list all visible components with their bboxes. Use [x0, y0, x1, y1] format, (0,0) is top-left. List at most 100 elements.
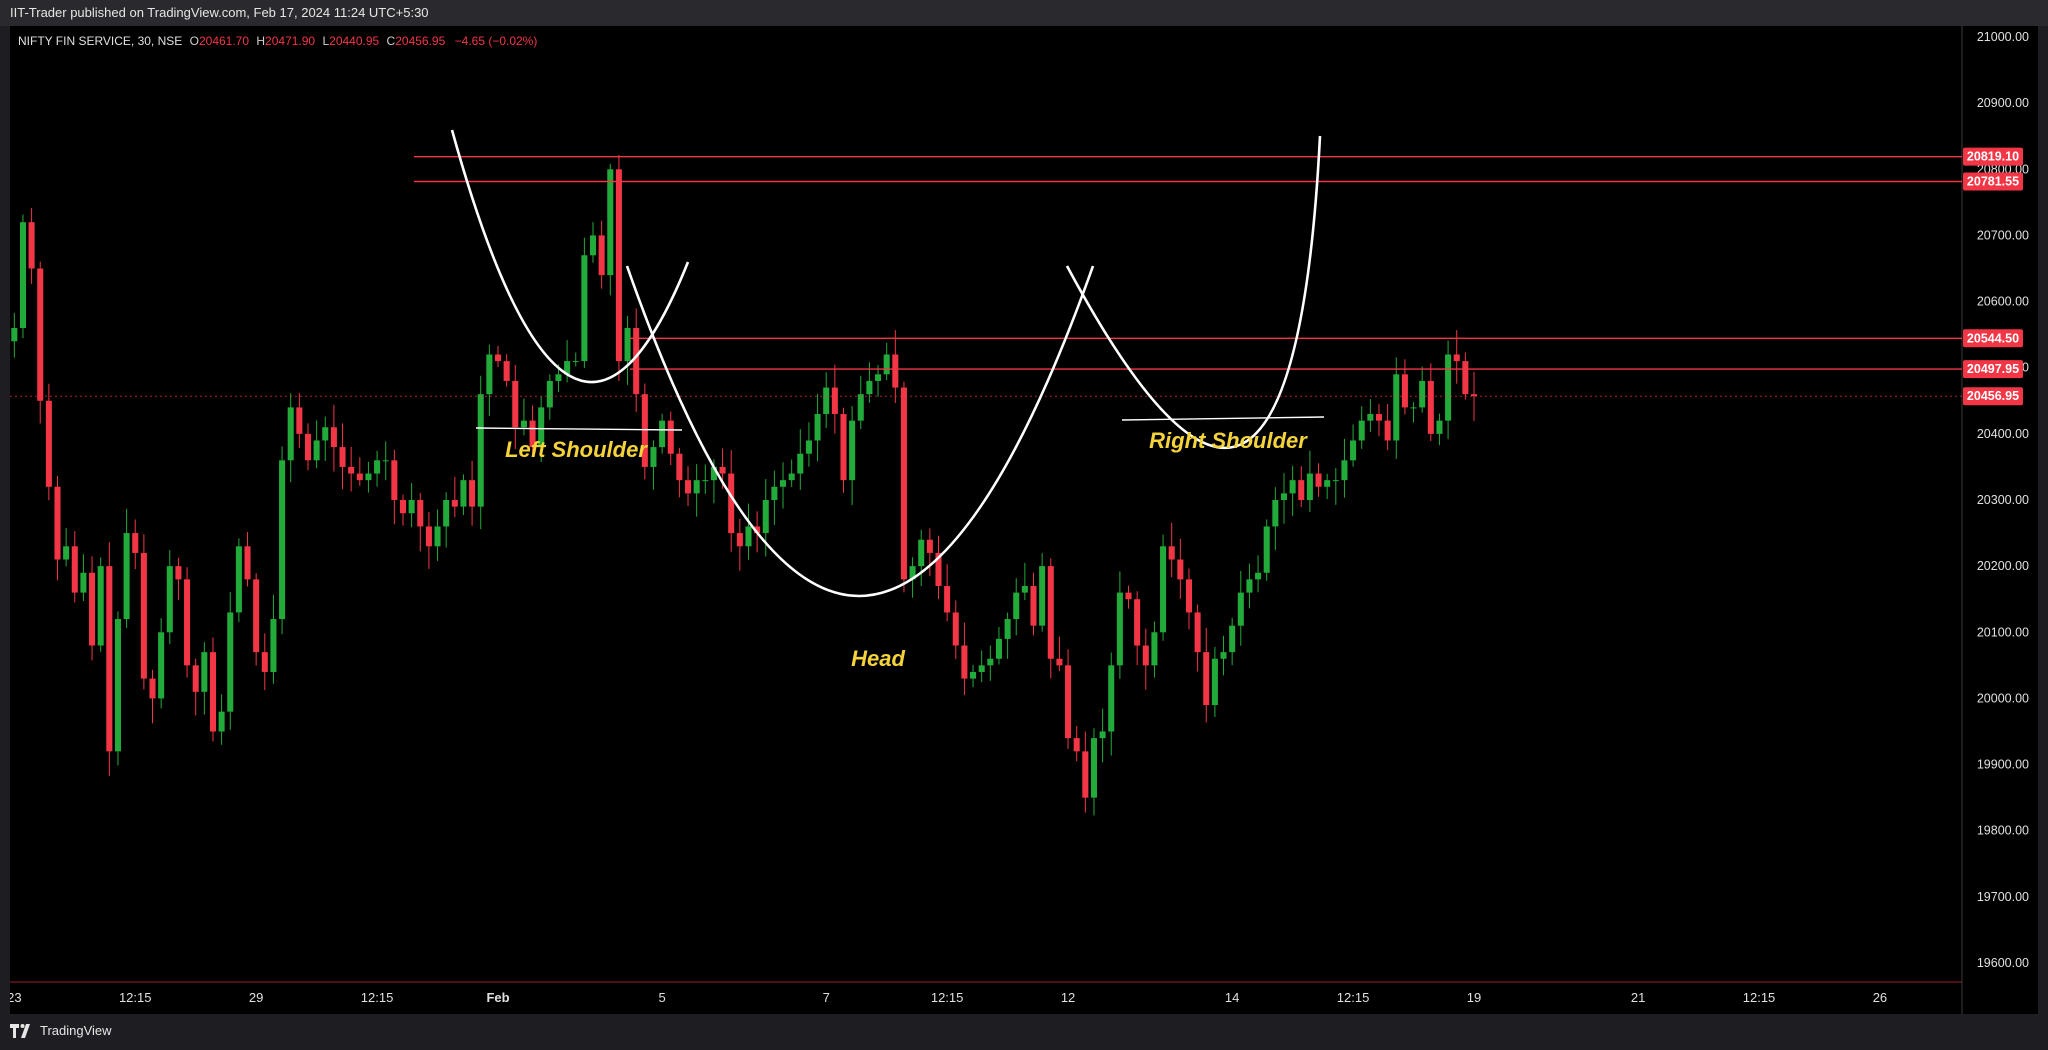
x-tick-label: 5 [658, 990, 665, 1005]
ohlc-legend: NIFTY FIN SERVICE, 30, NSE O20461.70 H20… [18, 34, 537, 48]
candle-body [702, 480, 709, 482]
candle-body [1134, 599, 1141, 646]
candle-body [1082, 751, 1089, 798]
pattern-labels: Left Shoulder Head Right Shoulder [505, 428, 1308, 671]
candle-body [935, 552, 942, 586]
candle-body [37, 268, 44, 401]
legend-high-label: H [256, 34, 266, 48]
x-axis: 23 12:15 29 12:15 Feb 5 7 12:15 12 14 12:15 19 21 12:… [7, 990, 1887, 1005]
candle-body [892, 354, 899, 388]
pattern-curve [1065, 135, 1322, 450]
candle-body [469, 480, 476, 507]
candle-body [1272, 500, 1279, 527]
candle-body [624, 328, 631, 362]
candle-body [1211, 658, 1218, 706]
candle-body [1332, 480, 1339, 482]
candle-body [520, 420, 527, 428]
candle-body [382, 460, 389, 462]
candle-body [451, 500, 458, 507]
footer-bar: TradingView [0, 1014, 2048, 1050]
candle-body [1384, 420, 1391, 441]
candle-body [684, 480, 692, 494]
candle-body [175, 566, 182, 580]
candle-body [805, 440, 812, 454]
candle-body [443, 500, 450, 527]
candle-body [417, 500, 424, 527]
pattern-curve [625, 265, 1095, 597]
candle-body [296, 407, 303, 434]
candle-body [132, 533, 139, 553]
candle-body [944, 585, 951, 613]
candle-body [503, 361, 510, 381]
candle-body [909, 566, 916, 580]
price-chart[interactable]: Left Shoulder Head Right Shoulder 21000.00… [7, 26, 2038, 1014]
candle-body [1341, 460, 1348, 481]
candle-body [339, 447, 346, 467]
y-tick-label: 21000.00 [1977, 30, 2029, 44]
candle-body [494, 354, 502, 362]
candle-body [11, 328, 18, 342]
chart-frame[interactable]: Left Shoulder Head Right Shoulder 21000.00… [7, 26, 2038, 1014]
candle-body [1263, 526, 1270, 573]
candle-body [158, 632, 165, 699]
candle-body [1289, 480, 1296, 494]
candle-body [952, 612, 959, 646]
candle-body [641, 394, 648, 467]
y-tick-label: 19900.00 [1977, 758, 2029, 772]
price-tag-bg [1963, 172, 2023, 191]
candle-body [1324, 480, 1331, 487]
candle-body [814, 414, 821, 441]
candle-body [1427, 380, 1434, 434]
candle-body [45, 400, 52, 487]
candle-body [253, 579, 260, 653]
candle-body [434, 526, 441, 547]
candle-body [140, 552, 147, 679]
candle-body [676, 453, 683, 481]
x-tick-label: 12 [1061, 990, 1075, 1005]
candle-body [330, 427, 337, 448]
candle-body [762, 500, 769, 534]
x-tick-label: 29 [249, 990, 263, 1005]
tradingview-logo[interactable]: TradingView [10, 1023, 112, 1038]
candle-body [736, 533, 743, 547]
chart-background [10, 26, 2038, 1014]
candle-body [538, 407, 545, 448]
candle-body [1280, 493, 1288, 500]
candle-body [28, 222, 35, 269]
candle-body [201, 652, 208, 692]
candle-body [754, 526, 761, 534]
candle-body [589, 235, 597, 256]
candle-body [788, 473, 795, 481]
candle-body [710, 466, 717, 481]
candle-body [1013, 592, 1020, 620]
price-tag-label: 20456.95 [1967, 389, 2019, 403]
candle-body [1453, 354, 1460, 362]
candle-body [279, 460, 286, 620]
candle-body [1410, 407, 1417, 409]
candle-body [54, 486, 61, 560]
pattern-curves [450, 129, 1325, 597]
x-tick-label: 12:15 [1743, 990, 1776, 1005]
y-tick-label: 20000.00 [1977, 691, 2029, 705]
candle-body [883, 354, 890, 375]
candle-body [1177, 559, 1184, 580]
candle-body [399, 500, 407, 514]
candle-body [166, 566, 173, 633]
price-tag-bg [1963, 387, 2023, 406]
y-tick-label: 20300.00 [1977, 493, 2029, 507]
candle-body [218, 711, 225, 732]
tradingview-logo-icon [10, 1023, 30, 1038]
y-axis: 21000.0020900.0020800.0020700.0020600.00… [1977, 30, 2029, 970]
candle-body [356, 473, 363, 481]
pattern-curve [1121, 416, 1325, 421]
candle-body [1004, 619, 1011, 639]
candle-body [1168, 546, 1175, 560]
x-tick-label: 12:15 [931, 990, 964, 1005]
candle-body [486, 354, 493, 395]
candle-body [287, 407, 294, 461]
legend-low-label: L [322, 34, 330, 48]
candle-body [1367, 414, 1374, 421]
candle-body [313, 440, 320, 461]
candle-body [1393, 374, 1400, 441]
candle-body [1108, 665, 1115, 732]
